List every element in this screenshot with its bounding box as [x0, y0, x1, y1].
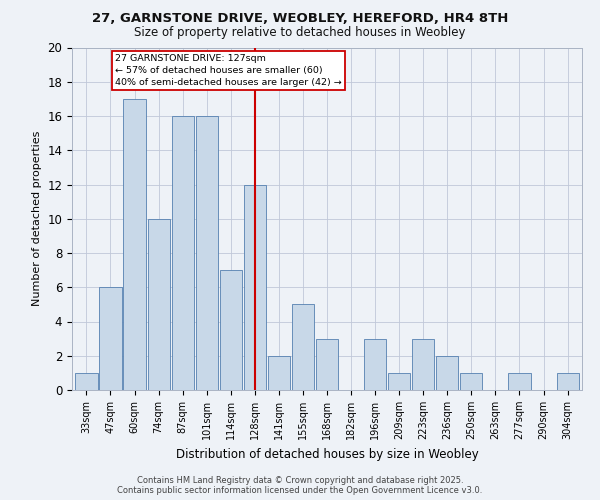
- Bar: [268, 356, 290, 390]
- Text: 27 GARNSTONE DRIVE: 127sqm
← 57% of detached houses are smaller (60)
40% of semi: 27 GARNSTONE DRIVE: 127sqm ← 57% of deta…: [115, 54, 342, 87]
- Bar: [388, 373, 410, 390]
- Bar: [292, 304, 314, 390]
- Bar: [316, 338, 338, 390]
- Bar: [460, 373, 482, 390]
- Bar: [148, 219, 170, 390]
- Bar: [172, 116, 194, 390]
- Text: 27, GARNSTONE DRIVE, WEOBLEY, HEREFORD, HR4 8TH: 27, GARNSTONE DRIVE, WEOBLEY, HEREFORD, …: [92, 12, 508, 26]
- Text: Contains public sector information licensed under the Open Government Licence v3: Contains public sector information licen…: [118, 486, 482, 495]
- Text: Size of property relative to detached houses in Weobley: Size of property relative to detached ho…: [134, 26, 466, 39]
- Bar: [412, 338, 434, 390]
- Bar: [508, 373, 530, 390]
- Bar: [100, 287, 122, 390]
- Bar: [557, 373, 578, 390]
- Bar: [244, 184, 266, 390]
- Bar: [124, 99, 146, 390]
- Y-axis label: Number of detached properties: Number of detached properties: [32, 131, 42, 306]
- Bar: [364, 338, 386, 390]
- Bar: [220, 270, 242, 390]
- Bar: [196, 116, 218, 390]
- X-axis label: Distribution of detached houses by size in Weobley: Distribution of detached houses by size …: [176, 448, 478, 460]
- Text: Contains HM Land Registry data © Crown copyright and database right 2025.: Contains HM Land Registry data © Crown c…: [137, 476, 463, 485]
- Bar: [76, 373, 98, 390]
- Bar: [436, 356, 458, 390]
